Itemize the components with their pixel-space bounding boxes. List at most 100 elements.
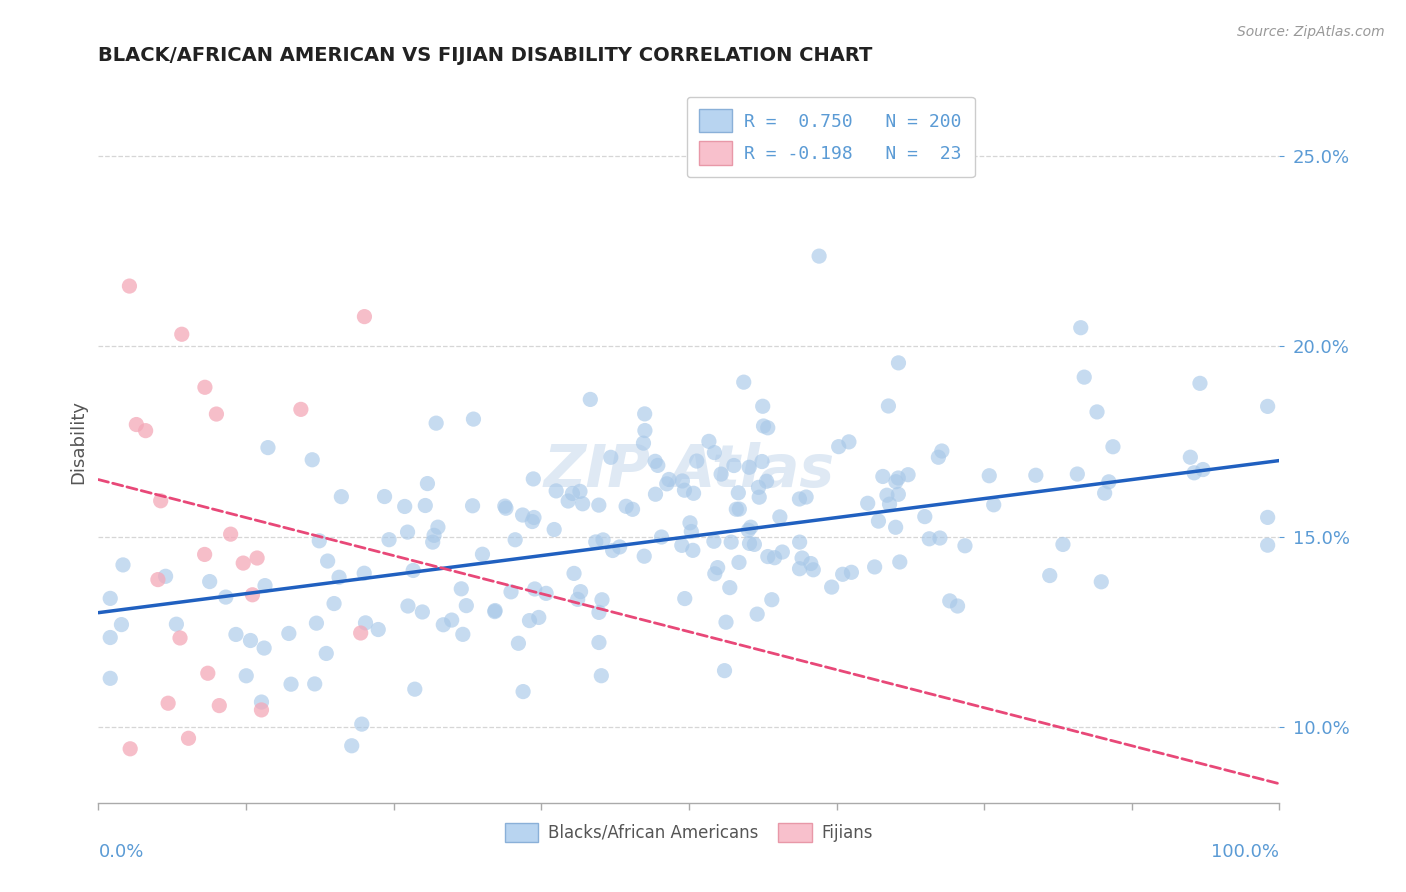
Point bbox=[747, 480, 769, 494]
Point bbox=[177, 731, 200, 746]
Point bbox=[557, 494, 579, 508]
Point bbox=[512, 684, 534, 698]
Point bbox=[770, 545, 793, 559]
Point bbox=[720, 535, 742, 549]
Point bbox=[413, 499, 436, 513]
Point bbox=[1085, 405, 1108, 419]
Point bbox=[876, 488, 898, 502]
Point bbox=[571, 497, 593, 511]
Point bbox=[752, 419, 775, 434]
Point bbox=[884, 475, 907, 489]
Point bbox=[411, 605, 433, 619]
Point bbox=[634, 424, 657, 438]
Point bbox=[828, 440, 851, 454]
Point bbox=[484, 603, 506, 617]
Point bbox=[1025, 468, 1047, 483]
Point bbox=[567, 592, 589, 607]
Point bbox=[728, 555, 751, 569]
Point bbox=[821, 580, 844, 594]
Point bbox=[1039, 568, 1062, 582]
Point bbox=[194, 548, 217, 562]
Point bbox=[1182, 466, 1205, 480]
Point bbox=[396, 599, 419, 613]
Point bbox=[1090, 574, 1112, 589]
Point bbox=[714, 615, 737, 630]
Point bbox=[592, 533, 614, 547]
Point bbox=[208, 698, 231, 713]
Point bbox=[165, 617, 187, 632]
Point bbox=[884, 520, 907, 534]
Point bbox=[887, 356, 910, 370]
Text: Source: ZipAtlas.com: Source: ZipAtlas.com bbox=[1237, 25, 1385, 39]
Point bbox=[98, 631, 121, 645]
Point bbox=[800, 557, 823, 571]
Point bbox=[1070, 320, 1092, 334]
Point bbox=[751, 454, 773, 468]
Point bbox=[588, 606, 610, 620]
Point bbox=[569, 584, 592, 599]
Point bbox=[522, 472, 544, 486]
Point bbox=[897, 467, 920, 482]
Point bbox=[841, 566, 863, 580]
Point bbox=[728, 502, 751, 516]
Point bbox=[591, 669, 613, 683]
Point bbox=[655, 476, 678, 491]
Point bbox=[838, 434, 860, 449]
Point bbox=[681, 524, 703, 539]
Point bbox=[215, 590, 238, 604]
Point bbox=[679, 516, 702, 530]
Point bbox=[423, 528, 446, 542]
Point bbox=[219, 527, 242, 541]
Point bbox=[561, 486, 583, 500]
Point bbox=[503, 533, 526, 547]
Point bbox=[353, 566, 375, 581]
Text: BLACK/AFRICAN AMERICAN VS FIJIAN DISABILITY CORRELATION CHART: BLACK/AFRICAN AMERICAN VS FIJIAN DISABIL… bbox=[98, 45, 873, 65]
Point bbox=[523, 510, 546, 524]
Point bbox=[887, 487, 910, 501]
Point bbox=[98, 671, 121, 685]
Point bbox=[789, 535, 811, 549]
Text: ZIP Atlas: ZIP Atlas bbox=[543, 442, 835, 499]
Point bbox=[280, 677, 302, 691]
Point bbox=[831, 567, 853, 582]
Point bbox=[801, 563, 824, 577]
Point bbox=[546, 483, 568, 498]
Point bbox=[856, 496, 879, 510]
Point bbox=[682, 486, 704, 500]
Point bbox=[494, 499, 516, 513]
Point bbox=[621, 502, 644, 516]
Point bbox=[863, 560, 886, 574]
Y-axis label: Disability: Disability bbox=[69, 400, 87, 483]
Point bbox=[305, 616, 328, 631]
Point bbox=[350, 626, 373, 640]
Point bbox=[440, 613, 463, 627]
Point bbox=[703, 534, 725, 549]
Point bbox=[634, 407, 657, 421]
Point bbox=[738, 536, 761, 550]
Point bbox=[914, 509, 936, 524]
Point bbox=[277, 626, 299, 640]
Point bbox=[1257, 510, 1279, 524]
Point bbox=[316, 554, 339, 568]
Point bbox=[633, 436, 655, 450]
Point bbox=[253, 579, 276, 593]
Point bbox=[591, 592, 613, 607]
Point bbox=[353, 310, 375, 324]
Point bbox=[135, 424, 157, 438]
Point bbox=[404, 682, 426, 697]
Point bbox=[733, 375, 755, 389]
Point bbox=[755, 475, 778, 489]
Point bbox=[432, 617, 454, 632]
Point bbox=[718, 581, 741, 595]
Point bbox=[686, 454, 709, 468]
Point bbox=[673, 483, 696, 498]
Point bbox=[250, 703, 273, 717]
Point bbox=[157, 696, 180, 710]
Point bbox=[682, 543, 704, 558]
Point bbox=[534, 586, 557, 600]
Point bbox=[713, 664, 735, 678]
Point bbox=[194, 380, 217, 394]
Point bbox=[170, 327, 193, 342]
Point bbox=[155, 569, 177, 583]
Point bbox=[315, 647, 337, 661]
